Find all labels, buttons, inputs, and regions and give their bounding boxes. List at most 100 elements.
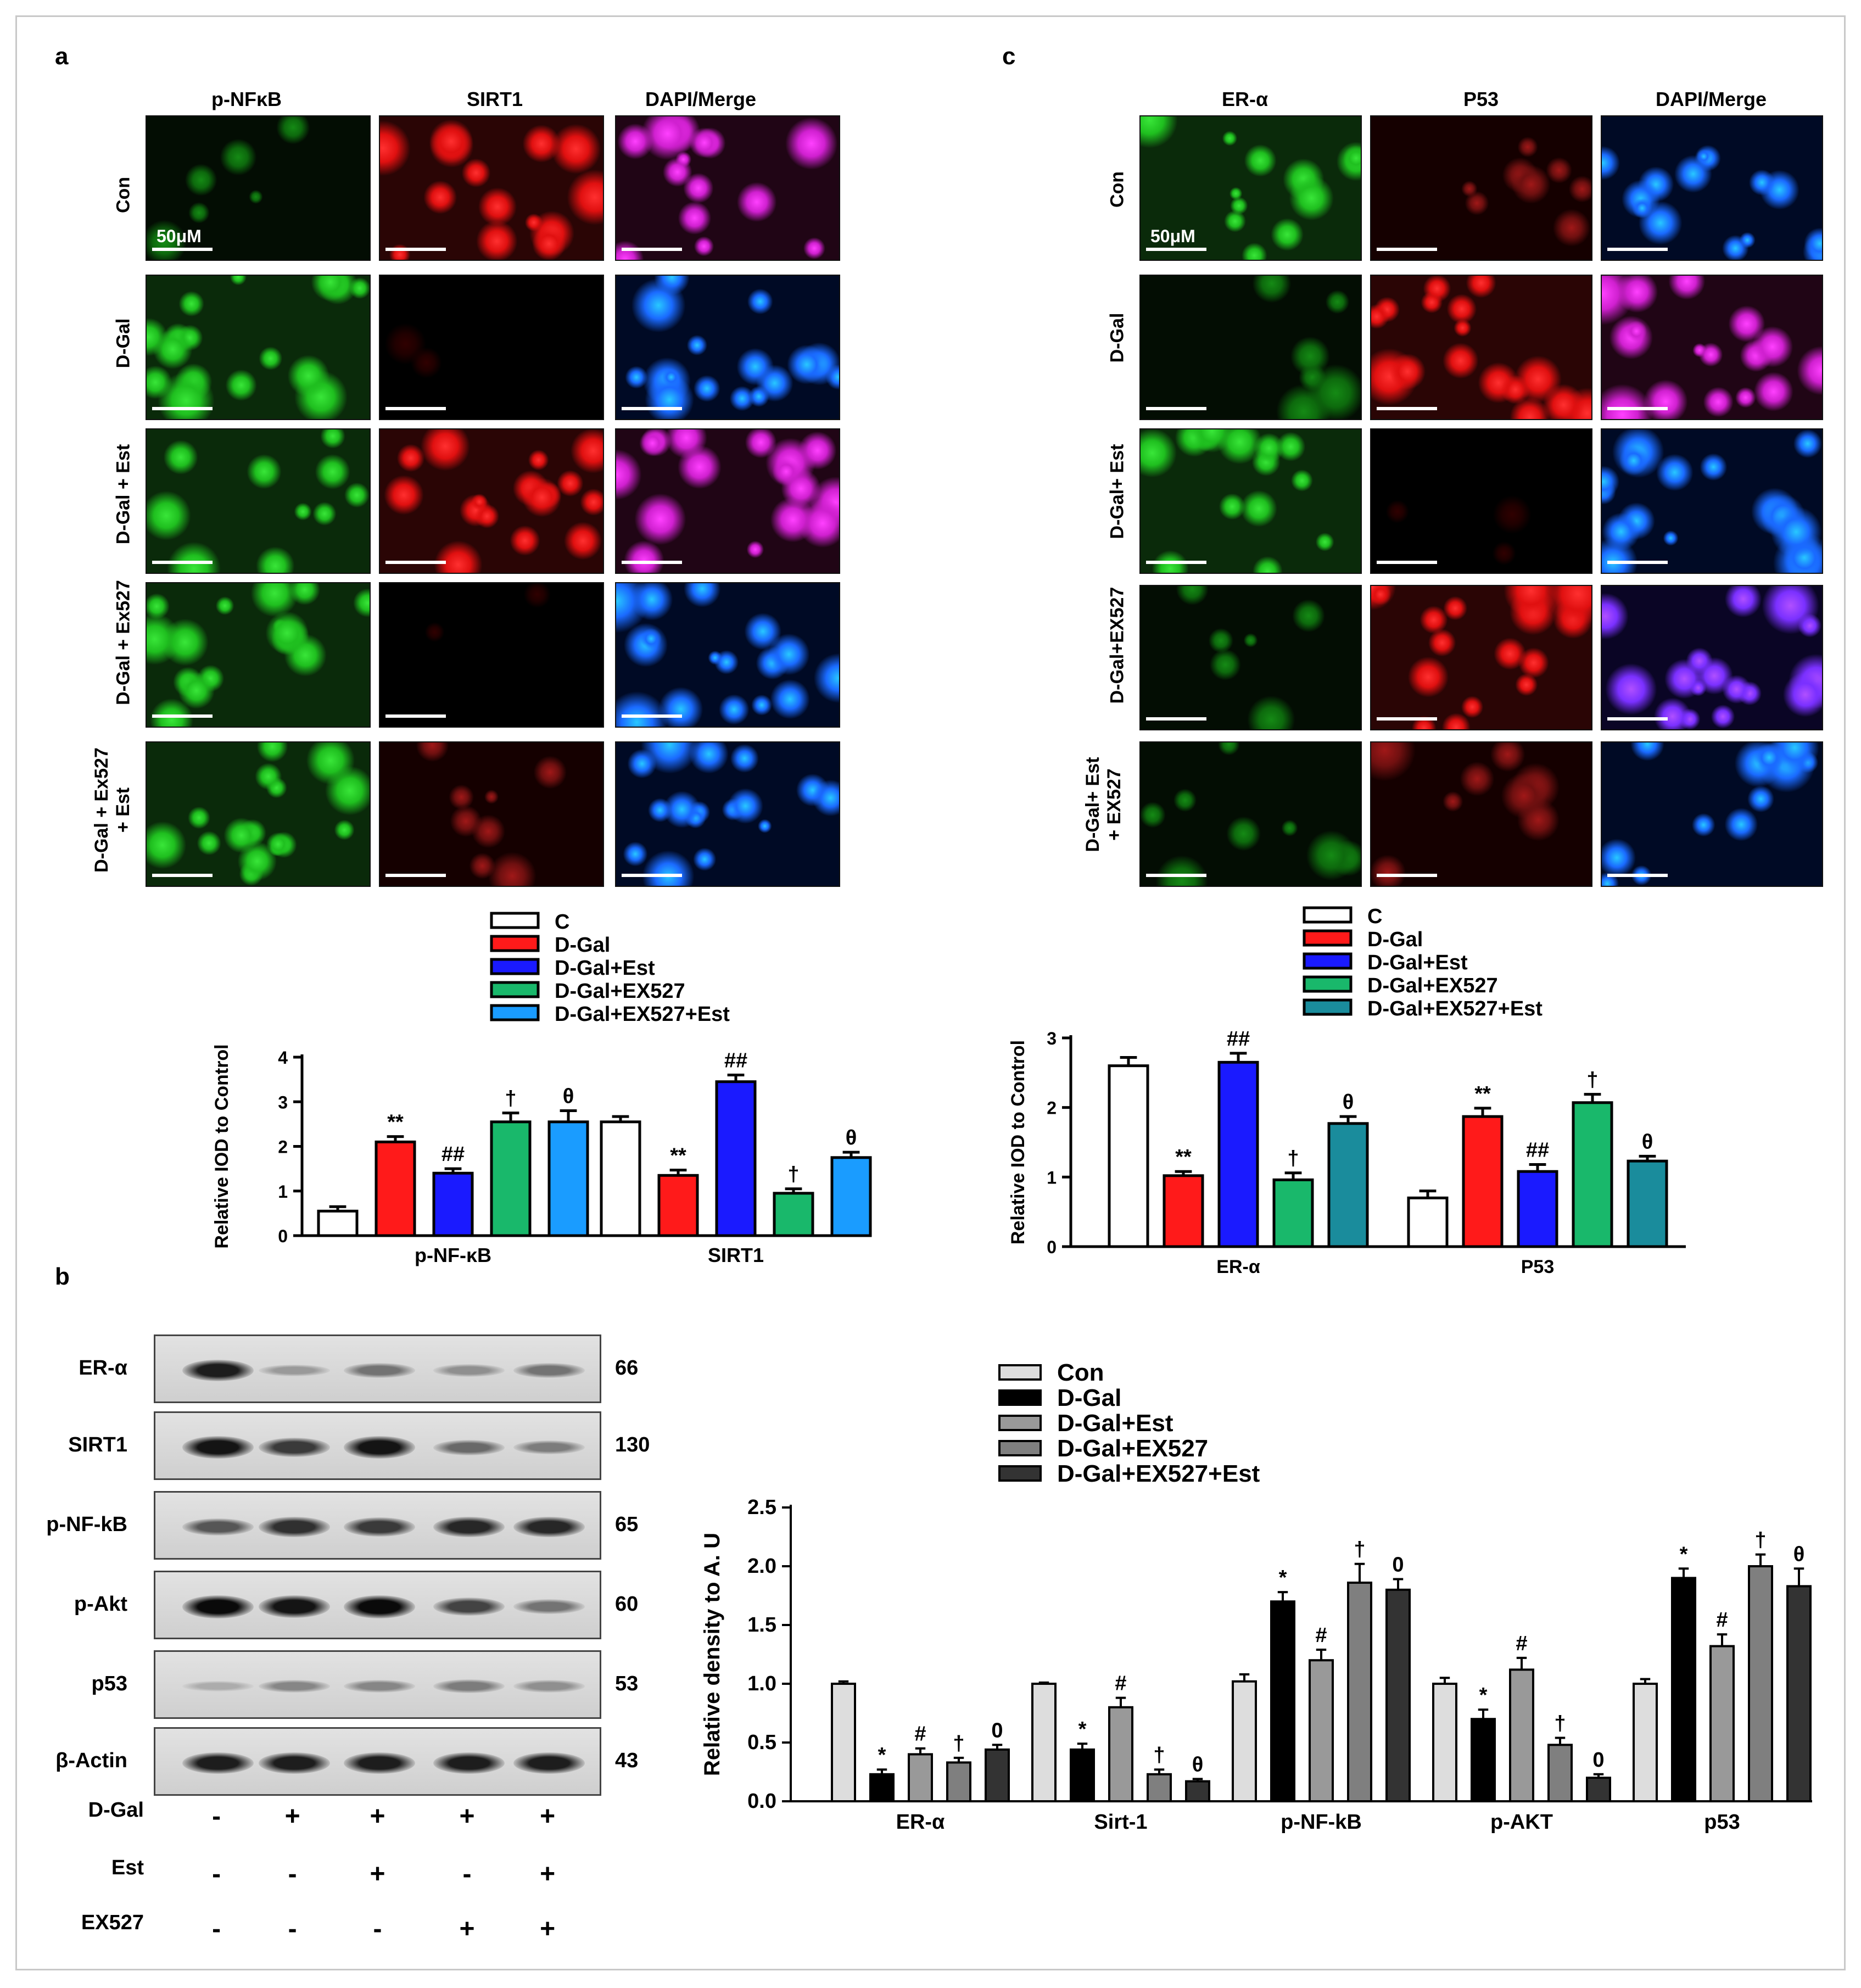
- significance-mark: ##: [1526, 1139, 1549, 1162]
- micrograph-c-r1-c2: [1370, 115, 1592, 261]
- blot-label: p53: [91, 1672, 127, 1695]
- blot-kda-label: 65: [615, 1513, 639, 1536]
- protein-band: [433, 1679, 505, 1694]
- micrograph-c-r4-c3: [1601, 585, 1823, 730]
- bar: [1462, 1115, 1504, 1248]
- significance-mark: †: [1354, 1538, 1365, 1561]
- significance-mark: †: [1586, 1069, 1598, 1092]
- panel-a-col-label-2: SIRT1: [467, 88, 523, 110]
- bar: [432, 1171, 474, 1237]
- legend-label: C: [555, 911, 569, 934]
- legend-swatch: [1303, 998, 1353, 1016]
- x-category-label: SIRT1: [708, 1244, 764, 1266]
- protein-band: [182, 1518, 254, 1535]
- protein-band: [513, 1752, 585, 1774]
- legend-label: D-Gal+Est: [1057, 1410, 1173, 1437]
- panel-c-row-label-1: Con: [1106, 171, 1128, 208]
- panel-c-col-label-1: ER-α: [1222, 88, 1268, 110]
- micrograph-c-r5-c1: [1139, 741, 1362, 887]
- bar: [1432, 1683, 1457, 1802]
- legend-label: D-Gal+EX527: [1057, 1435, 1208, 1462]
- treatment-label: D-Gal: [88, 1799, 144, 1822]
- bar: [1185, 1780, 1210, 1802]
- significance-mark: 0: [1592, 1749, 1604, 1772]
- micrograph-c-r2-c2: [1370, 275, 1592, 420]
- protein-band: [258, 1679, 330, 1693]
- protein-band: [258, 1595, 330, 1618]
- y-axis-label: Relative density to A. U: [700, 1533, 724, 1776]
- y-tick-label: 1.0: [747, 1672, 776, 1695]
- micrograph-c-r4-c2: [1370, 585, 1592, 730]
- bar: [1509, 1668, 1534, 1802]
- bar: [1786, 1585, 1812, 1802]
- panel-a-col-label-3: DAPI/Merge: [645, 88, 757, 110]
- significance-mark: θ: [1642, 1130, 1653, 1153]
- y-axis-label: Relative IOD to Control: [211, 1044, 232, 1248]
- x-category-label: p-NF-kB: [1281, 1811, 1362, 1834]
- significance-mark: θ: [1192, 1753, 1204, 1776]
- blot-kda-label: 130: [615, 1433, 650, 1456]
- scale-bar: [1607, 248, 1668, 251]
- panel-c-col-label-2: P53: [1463, 88, 1499, 110]
- scale-bar-label: 50μM: [1150, 226, 1195, 246]
- significance-mark: **: [670, 1144, 686, 1168]
- blot-label: ER-α: [79, 1356, 127, 1380]
- scale-bar: [1377, 407, 1437, 410]
- bar: [869, 1773, 895, 1803]
- bar: [1217, 1060, 1259, 1248]
- y-tick-label: 0: [278, 1226, 288, 1246]
- significance-mark: #: [1716, 1609, 1728, 1632]
- y-tick-label: 0.5: [747, 1731, 776, 1754]
- scale-bar: [1607, 561, 1668, 564]
- micrograph-a-r4-c1: [146, 582, 371, 728]
- significance-mark: #: [914, 1723, 926, 1746]
- legend-swatch: [1303, 929, 1353, 947]
- scale-bar: [622, 407, 682, 410]
- bar: [1272, 1178, 1314, 1248]
- significance-mark: ##: [442, 1143, 465, 1166]
- legend-swatch: [998, 1389, 1042, 1406]
- significance-mark: †: [1754, 1529, 1766, 1552]
- panel-a-col-label-1: p-NFκB: [211, 88, 282, 110]
- y-tick-label: 3: [1047, 1029, 1057, 1048]
- protein-band: [343, 1517, 415, 1537]
- panel-c-col-label-3: DAPI/Merge: [1656, 88, 1767, 110]
- legend-label: D-Gal+EX527+Est: [555, 1003, 730, 1026]
- y-tick-label: 1: [278, 1182, 288, 1202]
- bar: [1108, 1064, 1149, 1248]
- micrograph-a-r2-c1: [146, 275, 371, 420]
- protein-band: [182, 1436, 254, 1459]
- y-tick-label: 2: [1047, 1098, 1057, 1118]
- bar: [1547, 1744, 1573, 1803]
- scale-bar: [152, 248, 213, 251]
- micrograph-a-r5-c2: [379, 741, 604, 887]
- x-category-label: ER-α: [1216, 1257, 1260, 1277]
- scale-bar: [385, 407, 446, 410]
- scale-bar: [1146, 561, 1206, 564]
- bar: [1671, 1577, 1696, 1802]
- significance-mark: #: [1115, 1672, 1126, 1695]
- bar: [1270, 1600, 1295, 1802]
- treatment-sign: -: [462, 1859, 472, 1889]
- significance-mark: #: [1516, 1632, 1527, 1655]
- micrograph-c-r5-c3: [1601, 741, 1823, 887]
- scale-bar: [1146, 248, 1206, 251]
- scale-bar: [1377, 717, 1437, 721]
- y-tick-label: 2.0: [747, 1555, 776, 1578]
- x-category-label: ER-α: [896, 1811, 945, 1834]
- bar: [1748, 1565, 1773, 1802]
- treatment-sign: +: [370, 1859, 385, 1889]
- protein-band: [258, 1365, 330, 1376]
- bar: [830, 1156, 872, 1237]
- treatment-sign: -: [288, 1914, 297, 1944]
- bar: [1572, 1101, 1613, 1248]
- significance-mark: *: [1279, 1566, 1287, 1589]
- protein-band: [513, 1599, 585, 1614]
- legend-swatch: [998, 1364, 1042, 1381]
- protein-band: [258, 1752, 330, 1774]
- legend-label: D-Gal+EX527+Est: [1057, 1460, 1260, 1487]
- significance-mark: ##: [1227, 1027, 1250, 1051]
- bar: [1407, 1196, 1449, 1248]
- panel-c-row-label-4: D-Gal+EX527: [1106, 587, 1128, 704]
- y-tick-label: 0.0: [747, 1790, 776, 1813]
